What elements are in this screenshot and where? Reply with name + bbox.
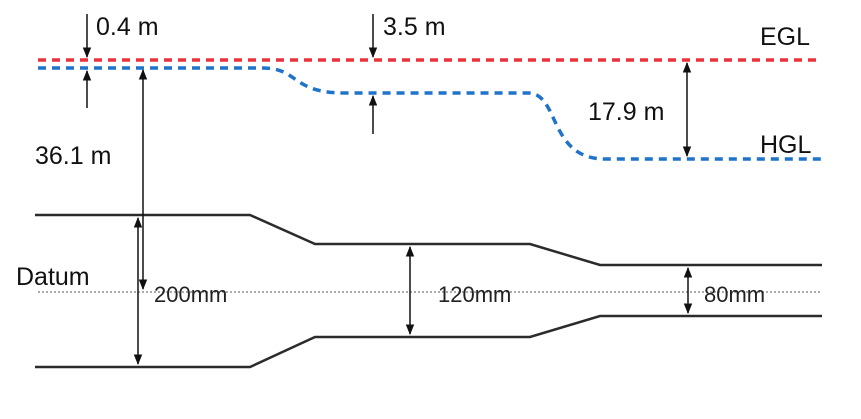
egl-label: EGL (760, 23, 810, 51)
datum-label: Datum (16, 263, 90, 291)
velocity-head-3-label: 17.9 m (588, 98, 664, 126)
velocity-head-1-label: 0.4 m (96, 13, 159, 41)
diameter-1-label: 200mm (154, 282, 227, 307)
hgl-label: HGL (760, 131, 812, 159)
pipe-bottom-wall (35, 314, 822, 369)
pressure-head-label: 36.1 m (35, 142, 111, 170)
pipe-top-wall (35, 213, 822, 267)
diameter-3-label: 80mm (704, 282, 765, 307)
head-loss-label: 3.5 m (383, 13, 446, 41)
diameter-2-label: 120mm (438, 282, 511, 307)
hgl-line (38, 66, 822, 161)
